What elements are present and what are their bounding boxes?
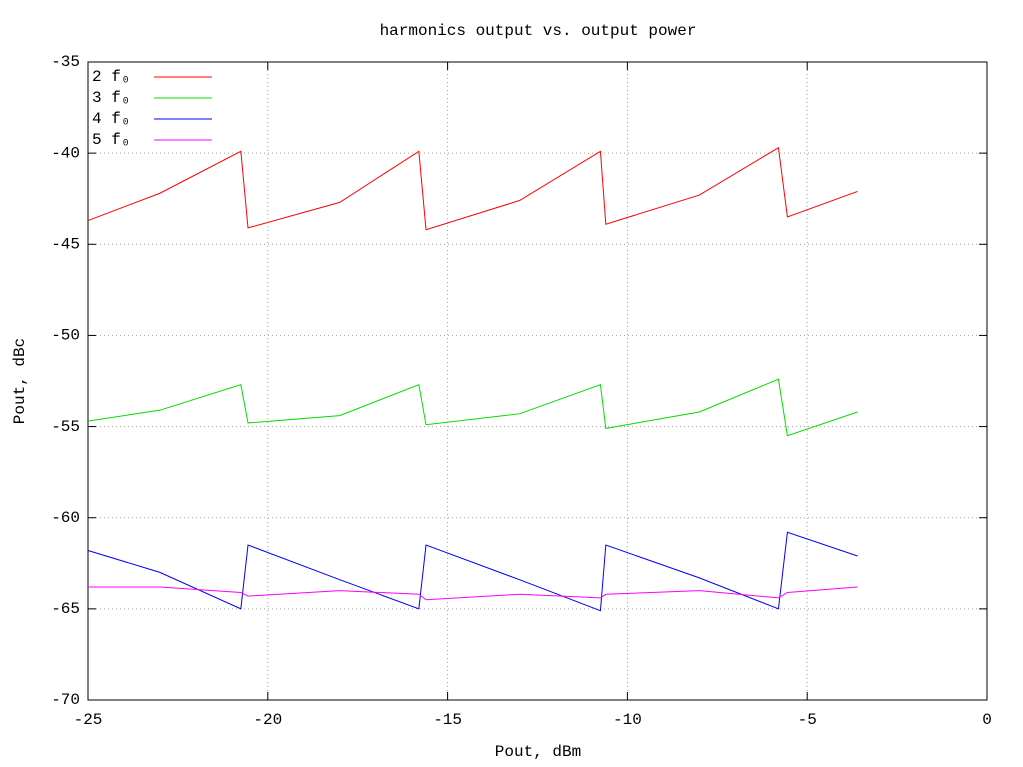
series-line bbox=[88, 586, 858, 601]
y-tick-label: -45 bbox=[51, 236, 80, 254]
legend-label: 3 f₀ bbox=[92, 89, 130, 107]
x-tick-label: -5 bbox=[798, 711, 817, 729]
y-tick-label: -60 bbox=[51, 509, 80, 527]
x-tick-label: 0 bbox=[982, 711, 992, 729]
legend-label: 2 f₀ bbox=[92, 68, 130, 86]
y-tick-label: -35 bbox=[51, 53, 80, 71]
series-line bbox=[87, 531, 858, 612]
y-tick-label: -40 bbox=[51, 144, 80, 162]
x-axis-label: Pout, dBm bbox=[495, 743, 581, 761]
x-tick-label: -20 bbox=[253, 711, 282, 729]
y-tick-label: -65 bbox=[51, 600, 80, 618]
x-tick-label: -10 bbox=[613, 711, 642, 729]
y-axis-label: Pout, dBc bbox=[11, 338, 29, 424]
plot-frame bbox=[87, 61, 988, 701]
y-tick-label: -55 bbox=[51, 418, 80, 436]
x-tick-label: -25 bbox=[74, 711, 103, 729]
y-tick-label: -50 bbox=[51, 327, 80, 345]
chart-title: harmonics output vs. output power bbox=[380, 22, 697, 40]
legend-label: 4 f₀ bbox=[92, 110, 130, 128]
x-tick-label: -15 bbox=[433, 711, 462, 729]
series-line bbox=[87, 378, 858, 437]
legend-label: 5 f₀ bbox=[92, 131, 130, 149]
y-tick-label: -70 bbox=[51, 691, 80, 709]
series-line bbox=[87, 146, 858, 231]
